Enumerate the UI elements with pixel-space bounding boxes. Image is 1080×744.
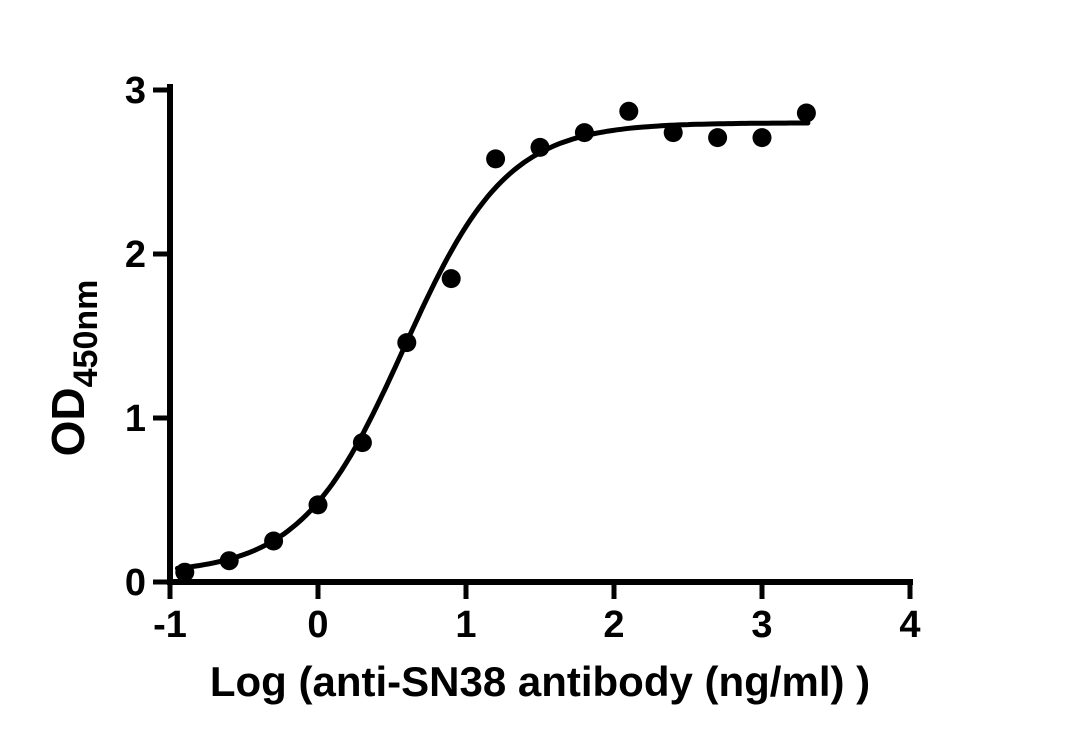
x-axis-title: Log (anti-SN38 antibody (ng/ml) ) xyxy=(210,658,870,705)
data-point xyxy=(486,149,506,169)
data-point xyxy=(796,103,816,123)
y-tick-label: 0 xyxy=(125,562,146,604)
axis-ticks xyxy=(153,87,913,599)
data-points-group xyxy=(175,101,816,582)
data-point xyxy=(530,137,550,157)
x-tick-label: 3 xyxy=(751,604,772,646)
data-point xyxy=(264,531,284,551)
y-axis-title-subscript: 450nm xyxy=(67,280,105,388)
data-point xyxy=(219,551,239,571)
data-point xyxy=(752,128,772,148)
data-point xyxy=(619,101,639,121)
data-point xyxy=(175,562,195,582)
data-point xyxy=(663,123,683,143)
data-point xyxy=(352,433,372,453)
fit-curve xyxy=(174,120,811,571)
data-point xyxy=(397,333,417,353)
y-axis-title: OD450nm xyxy=(42,280,105,457)
data-point xyxy=(574,123,594,143)
fit-curve-group xyxy=(174,120,811,571)
x-tick-label: 2 xyxy=(603,604,624,646)
y-tick-label: 3 xyxy=(125,70,146,112)
y-tick-label: 1 xyxy=(125,398,146,440)
data-point xyxy=(441,269,461,289)
y-tick-label: 2 xyxy=(125,234,146,276)
x-tick-label: -1 xyxy=(153,604,187,646)
y-axis-title-main: OD xyxy=(42,387,94,456)
data-point xyxy=(708,128,728,148)
data-point xyxy=(308,495,328,515)
axes xyxy=(167,84,913,585)
x-tick-label: 4 xyxy=(899,604,920,646)
x-tick-label: 0 xyxy=(307,604,328,646)
x-tick-label: 1 xyxy=(455,604,476,646)
